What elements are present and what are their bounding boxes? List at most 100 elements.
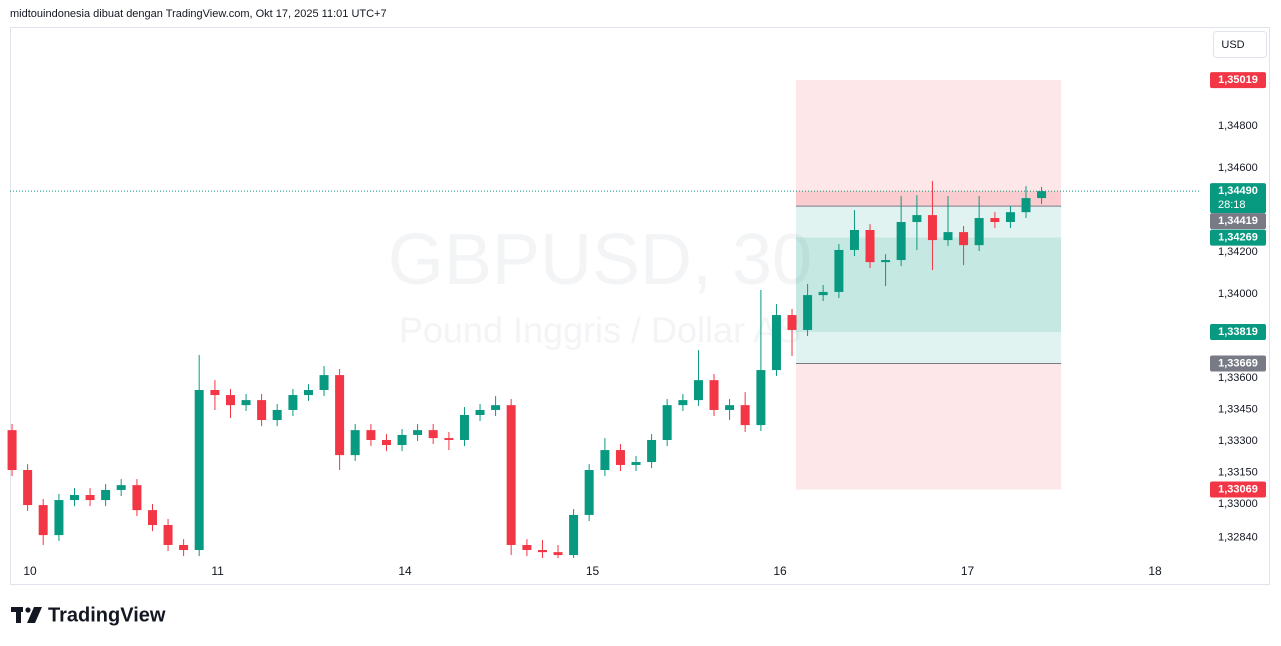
candle-body [771, 315, 781, 371]
logo-part [27, 607, 42, 623]
y-tick-label: 1,34800 [1218, 120, 1258, 132]
candle-body [147, 510, 157, 526]
candle-body [927, 215, 937, 241]
candle-body [85, 495, 95, 501]
plot-layer [7, 181, 1200, 558]
price-labels: 1,35019 1,34490 28:18 1,34419 1,34269 1,33819… [1210, 72, 1266, 498]
y-tick-label: 1,33600 [1218, 372, 1258, 384]
candle-body [834, 249, 844, 292]
price-label: 1,33669 [1218, 357, 1258, 369]
candle-body [179, 544, 189, 551]
candle-body [662, 405, 672, 440]
candle-body [163, 525, 173, 545]
candle-body [101, 489, 111, 501]
y-tick-label: 1,33450 [1218, 403, 1258, 415]
stop-zone [795, 363, 1062, 490]
axis-layer: 1,34800 1,34600 1,34200 1,34000 1,33600 1,334… [23, 120, 1257, 578]
candle-body [350, 430, 360, 456]
candle-body [241, 400, 251, 406]
x-tick-label: 14 [398, 564, 412, 578]
candle-body [54, 500, 64, 536]
logo-icon [11, 607, 42, 623]
candle-body [194, 390, 204, 551]
candle-body [257, 400, 267, 421]
price-label-box [1210, 355, 1266, 372]
candle-body [725, 405, 735, 410]
y-tick-label: 1,32840 [1218, 532, 1258, 544]
y-tick-label: 1,33300 [1218, 435, 1258, 447]
candle-body [990, 218, 1000, 223]
candle-body [1005, 212, 1015, 223]
logo-part [25, 607, 31, 613]
price-label-box [1210, 183, 1266, 214]
candle-body [1021, 198, 1031, 213]
x-tick-label: 10 [23, 564, 37, 578]
price-label: 1,34269 [1218, 231, 1258, 243]
candle-body [818, 291, 828, 296]
candle-body [678, 400, 688, 406]
price-label: 1,34419 [1218, 215, 1258, 227]
candle-body [23, 470, 33, 506]
candle-body [413, 430, 423, 435]
logo-part [16, 607, 21, 623]
y-tick-label: 1,34200 [1218, 246, 1258, 258]
candle-body [459, 415, 469, 440]
candle-body [865, 230, 875, 263]
price-label: 1,33819 [1218, 326, 1258, 338]
candle-body [428, 430, 438, 439]
candle-body [7, 430, 17, 471]
price-label-box [1210, 229, 1266, 246]
candle-body [397, 434, 407, 446]
price-label: 1,33069 [1218, 483, 1258, 495]
watermark-description: Pound Inggris / Dollar AS [399, 310, 801, 351]
candle-body [881, 260, 891, 263]
candle-body [537, 550, 547, 553]
candle-body [959, 232, 969, 246]
candle-body [631, 462, 641, 465]
candle-body [912, 215, 922, 223]
y-tick-label: 1,34600 [1218, 162, 1258, 174]
candle-body [272, 409, 282, 421]
countdown: 28:18 [1218, 199, 1246, 211]
candle-body [116, 485, 126, 490]
currency-button[interactable] [1213, 31, 1267, 58]
candle-body [132, 485, 142, 511]
candle-body [787, 315, 797, 330]
candle-body [756, 370, 766, 426]
candle-body [288, 395, 298, 410]
candle-body [303, 390, 313, 396]
price-label-box [1210, 324, 1266, 341]
candle-body [849, 230, 859, 250]
candle-body [225, 395, 235, 406]
watermark-symbol: GBPUSD, 30 [388, 220, 812, 300]
candle-body [740, 405, 750, 426]
logo: TradingView [48, 604, 166, 626]
price-label-box [1210, 481, 1266, 498]
chart-frame [10, 27, 1270, 585]
candle-body [475, 409, 485, 416]
x-tick-label: 11 [211, 564, 224, 578]
candle-body [319, 375, 329, 391]
currency[interactable]: USD [1221, 39, 1244, 51]
stop-zone [795, 80, 1062, 207]
attribution: midtouindonesia dibuat dengan TradingVie… [10, 8, 387, 20]
candle-body [709, 380, 719, 410]
candle-body [210, 390, 220, 396]
candle-body [553, 552, 563, 556]
candle-body [803, 295, 813, 330]
candle-body [615, 450, 625, 465]
x-tick-label: 17 [961, 564, 975, 578]
candle-body [506, 405, 516, 545]
candle-body [491, 405, 501, 410]
candle-body [896, 222, 906, 261]
candle-body [69, 495, 79, 501]
candle-body [38, 505, 48, 536]
candle-body [444, 438, 454, 440]
y-tick-label: 1,33000 [1218, 498, 1258, 510]
price-label: 1,34490 [1218, 185, 1258, 197]
candle-body [1037, 191, 1047, 199]
price-label: 1,35019 [1218, 74, 1258, 86]
price-label-box [1210, 72, 1266, 89]
